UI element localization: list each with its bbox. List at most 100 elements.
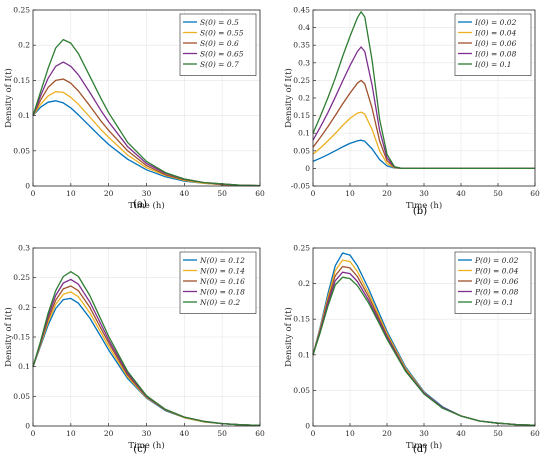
x-axis-label: Time (h) (406, 440, 442, 451)
legend-label-1: N(0) = 0.12 (199, 256, 245, 265)
legend: P(0) = 0.02 P(0) = 0.04P(0) = 0.06 P(0) = … (454, 251, 532, 314)
series-line-5 (312, 276, 536, 426)
legend-label-5: S(0) = 0.7 (200, 60, 239, 69)
legend-label-3: P(0) = 0.06 (474, 277, 519, 286)
series-line-5 (312, 11, 535, 170)
legend-label-1: I(0) = 0.02 (474, 18, 517, 27)
legend: I(0) = 0.02 I(0) = 0.04I(0) = 0.06 I(0) = … (454, 13, 532, 76)
x-tick-label: 20 (104, 429, 114, 438)
chart-panel-1: 0 10 20 30 40 50 60 0 0.05 0.1 0.15 0.2 0.25 Time (h)… (3, 6, 265, 212)
y-tick-label: 0.3 (18, 244, 30, 253)
legend-label-3: I(0) = 0.06 (474, 39, 517, 48)
y-tick-label: 0.2 (298, 279, 310, 288)
x-tick-label: 0 (311, 189, 316, 198)
legend: N(0) = 0.12 N(0) = 0.14N(0) = 0.16 N(0) = … (179, 251, 257, 314)
y-axis-label: Density of I(t) (3, 68, 14, 128)
x-tick-label: 60 (255, 429, 265, 438)
y-tick-label: 0.15 (293, 111, 310, 120)
y-tick-label: 0.15 (13, 76, 30, 85)
x-tick-label: 60 (255, 189, 265, 198)
y-tick-label: 0.25 (293, 76, 310, 85)
y-tick-label: 0 (305, 422, 310, 431)
x-tick-label: 30 (142, 429, 152, 438)
legend-label-5: P(0) = 0.1 (474, 298, 514, 307)
legend-box (454, 251, 532, 314)
legend-label-5: I(0) = 0.1 (474, 60, 512, 69)
x-tick-label: 50 (493, 189, 503, 198)
x-tick-label: 20 (382, 429, 392, 438)
y-tick-label: 0.2 (298, 94, 310, 103)
legend-label-4: P(0) = 0.08 (474, 288, 519, 297)
legend-label-1: P(0) = 0.02 (474, 256, 519, 265)
x-tick-label: 50 (217, 429, 227, 438)
y-tick-label: 0.1 (298, 350, 310, 359)
y-tick-label: 0.05 (13, 392, 30, 401)
legend-label-4: S(0) = 0.65 (200, 50, 244, 59)
x-tick-label: 20 (104, 189, 114, 198)
y-tick-label: 0.15 (293, 315, 310, 324)
x-tick-label: 20 (382, 189, 392, 198)
legend-box (179, 251, 257, 314)
y-tick-label: 0 (305, 164, 310, 173)
x-tick-label: 10 (66, 189, 76, 198)
legend-label-2: I(0) = 0.04 (474, 29, 517, 38)
x-tick-label: 30 (419, 429, 429, 438)
chart-panel-3: 0 10 20 30 40 50 60 0 0.05 0.1 0.15 0.2 0.25 0.3 Time … (3, 244, 265, 456)
y-tick-label: 0.1 (18, 111, 30, 120)
y-tick-label: 0 (25, 422, 30, 431)
legend-label-1: S(0) = 0.5 (200, 18, 239, 27)
legend-label-3: N(0) = 0.16 (199, 277, 245, 286)
legend-label-2: N(0) = 0.14 (199, 267, 245, 276)
x-axis-label: Time (h) (128, 200, 164, 211)
series-line-5 (32, 38, 261, 187)
legend-label-4: N(0) = 0.18 (199, 288, 245, 297)
y-tick-label: 0.2 (18, 41, 30, 50)
y-tick-label: 0.05 (293, 146, 310, 155)
legend-label-3: S(0) = 0.6 (200, 39, 239, 48)
legend-label-2: P(0) = 0.04 (474, 267, 519, 276)
x-tick-label: 60 (530, 429, 540, 438)
chart-panel-4: 0 10 20 30 40 50 60 0 0.05 0.1 0.15 0.2 0.25 Time (h)… (283, 244, 540, 456)
y-tick-label: 0.25 (13, 6, 30, 15)
y-tick-label: 0.15 (13, 333, 30, 342)
legend-box (454, 13, 532, 76)
y-axis-label: Density of I(t) (283, 68, 294, 128)
x-axis-label: Time (h) (406, 200, 442, 211)
y-tick-label: 0.1 (298, 129, 310, 138)
x-tick-label: 30 (142, 189, 152, 198)
x-tick-label: 40 (180, 189, 190, 198)
y-axis-label: Density of I(t) (283, 307, 294, 367)
y-tick-label: 0.3 (298, 58, 310, 67)
y-tick-label: 0.35 (293, 41, 310, 50)
chart-panel-2: 0 10 20 30 40 50 60-0.0500.050.10.150.20.250.3… (283, 6, 540, 218)
y-tick-label: 0.1 (18, 362, 30, 371)
legend-label-4: I(0) = 0.08 (474, 50, 517, 59)
x-tick-label: 0 (31, 189, 36, 198)
x-tick-label: 40 (180, 429, 190, 438)
y-tick-label: 0.2 (18, 303, 30, 312)
x-tick-label: 50 (493, 429, 503, 438)
y-tick-label: 0.4 (298, 23, 310, 32)
x-tick-label: 0 (311, 429, 316, 438)
y-tick-label: 0 (25, 182, 30, 191)
x-axis-label: Time (h) (128, 440, 164, 451)
y-axis-label: Density of I(t) (3, 307, 14, 367)
panel-caption: (c) (133, 444, 147, 455)
legend-label-5: N(0) = 0.2 (199, 298, 240, 307)
legend-box (179, 13, 257, 76)
x-tick-label: 40 (456, 429, 466, 438)
x-tick-label: 10 (345, 429, 355, 438)
x-tick-label: 10 (66, 429, 76, 438)
x-tick-label: 40 (456, 189, 466, 198)
legend-label-2: S(0) = 0.55 (200, 29, 244, 38)
x-tick-label: 10 (345, 189, 355, 198)
series-line-5 (32, 271, 261, 427)
y-tick-label: 0.05 (293, 386, 310, 395)
y-tick-label: 0.05 (13, 146, 30, 155)
y-tick-label: 0.25 (13, 273, 30, 282)
x-tick-label: 30 (419, 189, 429, 198)
y-tick-label: 0.25 (293, 244, 310, 253)
x-tick-label: 0 (31, 429, 36, 438)
y-tick-label: 0.45 (293, 6, 310, 15)
